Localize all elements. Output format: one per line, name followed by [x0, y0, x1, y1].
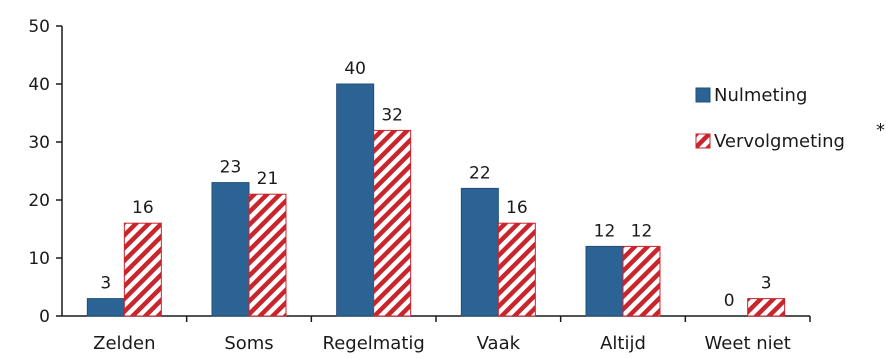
- data-label: 12: [631, 221, 653, 241]
- y-tick-label: 20: [28, 191, 50, 211]
- x-tick-label: Regelmatig: [323, 333, 425, 354]
- data-label: 3: [100, 274, 111, 294]
- bar-vervolgmeting-weet-niet: [747, 298, 786, 317]
- bar-nulmeting-altijd: [585, 245, 624, 317]
- data-label: 16: [506, 198, 528, 218]
- x-tick-label: Weet niet: [705, 333, 791, 354]
- x-tick-label: Vaak: [477, 333, 521, 354]
- bar-vervolgmeting-regelmatig: [373, 129, 412, 317]
- bar-nulmeting-vaak: [460, 187, 499, 317]
- data-label: 12: [594, 221, 616, 241]
- legend-swatch-vervolgmeting: [695, 133, 711, 149]
- y-tick-label: 30: [28, 133, 50, 153]
- data-label: 21: [257, 169, 279, 189]
- bar-vervolgmeting-soms: [248, 193, 287, 317]
- bar-nulmeting-regelmatig: [336, 83, 375, 317]
- bar-vervolgmeting-zelden: [123, 222, 162, 317]
- x-tick-label: Altijd: [600, 333, 646, 354]
- data-label: 3: [761, 274, 772, 294]
- data-label: 32: [381, 105, 403, 125]
- data-label: 23: [220, 158, 242, 178]
- legend-note: *: [876, 120, 885, 141]
- legend-label-nulmeting: Nulmeting: [714, 85, 807, 106]
- x-tick-label: Soms: [224, 333, 273, 354]
- bar-nulmeting-zelden: [86, 298, 125, 317]
- data-label: 0: [724, 291, 735, 311]
- data-labels: 3 16 23 21 40 32 22 16 12 12 0 3: [100, 59, 771, 311]
- y-tick-label: 0: [39, 307, 50, 327]
- y-tick-label: 10: [28, 249, 50, 269]
- y-tick-label: 50: [28, 17, 50, 37]
- bar-nulmeting-soms: [211, 182, 250, 317]
- legend-label-vervolgmeting: Vervolgmeting: [714, 131, 845, 152]
- bar-vervolgmeting-vaak: [497, 222, 536, 317]
- bars: [86, 83, 786, 317]
- legend-swatch-nulmeting: [695, 87, 711, 103]
- data-label: 16: [132, 198, 154, 218]
- y-tick-label: 40: [28, 75, 50, 95]
- x-tick-label: Zelden: [93, 333, 155, 354]
- data-label: 40: [344, 59, 366, 79]
- data-label: 22: [469, 163, 491, 183]
- bar-vervolgmeting-altijd: [622, 245, 661, 317]
- legend: Nulmeting Vervolgmeting *: [695, 85, 885, 152]
